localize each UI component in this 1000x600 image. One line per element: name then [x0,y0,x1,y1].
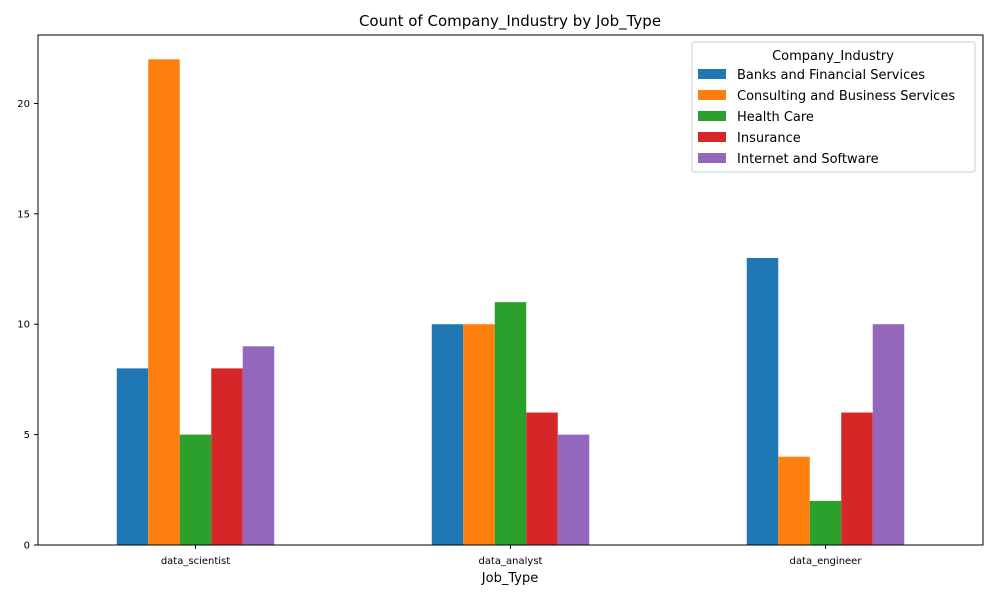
bar [148,59,180,545]
legend-title: Company_Industry [772,49,894,64]
y-tick-label: 0 [24,541,30,552]
legend-label: Health Care [737,110,814,125]
legend-label: Consulting and Business Services [737,89,955,104]
y-tick-label: 5 [24,430,30,441]
bar [746,257,779,545]
x-axis-ticks: data_scientist data_analyst data_engineer [161,545,863,567]
bar [557,434,590,545]
bar [463,324,495,545]
legend-swatch [698,153,726,163]
legend: Company_Industry Banks and Financial Ser… [691,41,976,173]
bars-group [116,59,905,545]
y-tick-label: 20 [17,99,30,110]
y-tick-label: 10 [17,320,30,331]
legend-label: Banks and Financial Services [737,68,925,83]
x-tick-label: data_analyst [479,556,543,567]
legend-swatch [698,90,726,100]
legend-swatch [698,111,726,121]
y-axis-ticks: 0 5 10 15 20 [17,99,38,552]
legend-label: Internet and Software [737,152,879,167]
legend-swatch [698,132,726,142]
bar [211,368,243,545]
bar [431,324,464,545]
bar [872,324,905,545]
bar [778,456,810,545]
bar [179,434,212,545]
legend-label: Insurance [737,131,801,146]
legend-frame [691,41,976,173]
bar [809,500,842,545]
y-tick-label: 15 [17,209,30,220]
bar [841,412,873,545]
x-tick-label: data_engineer [790,556,863,567]
bar [116,368,149,545]
x-tick-label: data_scientist [161,556,230,567]
legend-items: Banks and Financial Services Consulting a… [698,68,955,167]
chart-title: Count of Company_Industry by Job_Type [359,12,661,31]
bar [242,346,275,545]
x-axis-label: Job_Type [481,571,538,586]
bar [526,412,558,545]
legend-swatch [698,69,726,79]
bar [494,302,527,545]
